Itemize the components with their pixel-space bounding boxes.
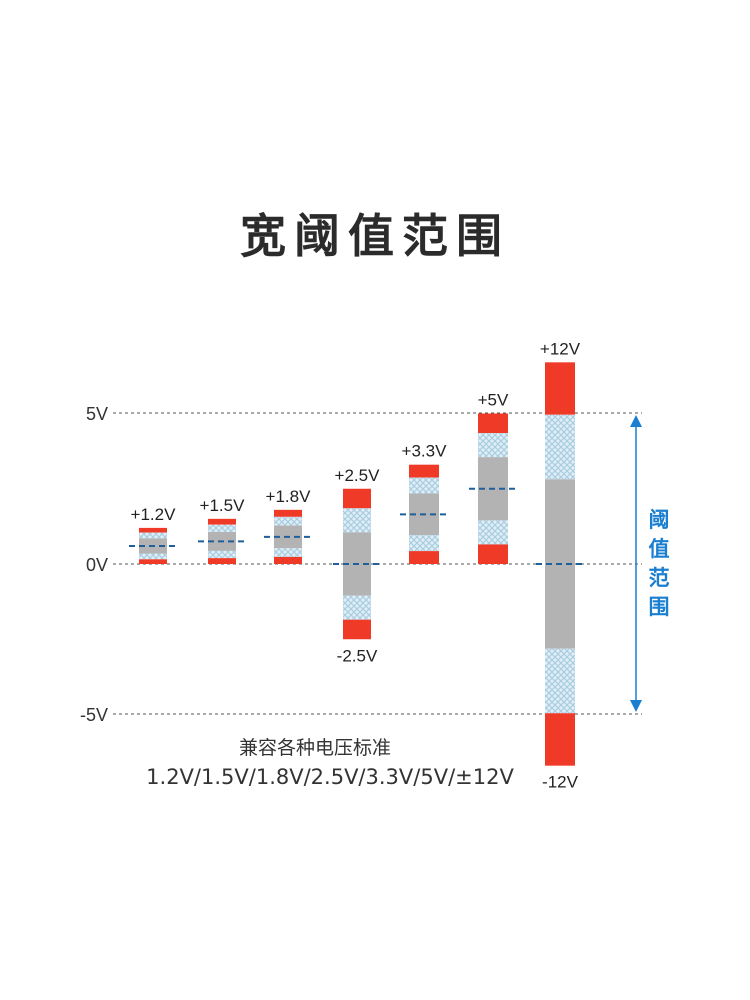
bar-bottom-red-zone (545, 713, 575, 766)
bar-top-red-zone (409, 464, 439, 478)
bar-top-label: +1.2V (131, 505, 177, 524)
bar-top-label: +1.5V (200, 496, 246, 515)
bar-top-red-zone (545, 362, 575, 415)
page-title: 宽阈值范围 (240, 209, 510, 263)
bar-bottom-transition-zone (208, 550, 236, 559)
bar-top-label: +1.8V (266, 487, 312, 506)
bar-top-transition-zone (208, 524, 236, 532)
bar-bottom-transition-zone (343, 595, 371, 620)
caption-voltages: 1.2V/1.5V/1.8V/2.5V/3.3V/5V/±12V (146, 765, 514, 789)
bar-top-transition-zone (478, 433, 508, 458)
bar-top-label: +3.3V (402, 442, 448, 461)
bar-top-label: +12V (540, 339, 581, 358)
bar-top-red-zone (478, 413, 508, 434)
bar-bottom-transition-zone (545, 648, 575, 714)
bar-bottom-label: -12V (542, 773, 579, 792)
bar-bottom-transition-zone (409, 535, 439, 552)
axis-label-0v: 0V (86, 555, 108, 575)
bar-top-red-zone (343, 488, 371, 509)
bar-top-label: +5V (478, 391, 509, 410)
bar-top-red-zone (274, 509, 302, 517)
bar-bottom-red-zone (478, 544, 508, 564)
axis-label-minus5v: -5V (80, 705, 108, 725)
bar-top-label: +2.5V (335, 466, 381, 485)
bar-top-transition-zone (409, 477, 439, 494)
bar-bottom-transition-zone (478, 520, 508, 545)
bar-bottom-red-zone (343, 619, 371, 640)
bar-top-red-zone (208, 518, 236, 525)
axis-label-5v: 5V (86, 404, 108, 424)
caption-compat: 兼容各种电压标准 (238, 737, 391, 759)
bar-bottom-red-zone (139, 559, 167, 564)
bar-top-transition-zone (274, 516, 302, 526)
bar-top-red-zone (139, 527, 167, 533)
threshold-range-label: 阈值范围 (648, 508, 670, 619)
bar-top-transition-zone (343, 508, 371, 533)
bar-bottom-red-zone (409, 551, 439, 564)
bar-bottom-red-zone (208, 558, 236, 564)
bar-top-transition-zone (545, 414, 575, 480)
bar-bottom-transition-zone (139, 553, 167, 560)
bar-bottom-red-zone (274, 556, 302, 564)
bar-top-transition-zone (139, 532, 167, 539)
bar-bottom-transition-zone (274, 548, 302, 557)
bar-bottom-label: -2.5V (337, 646, 378, 665)
